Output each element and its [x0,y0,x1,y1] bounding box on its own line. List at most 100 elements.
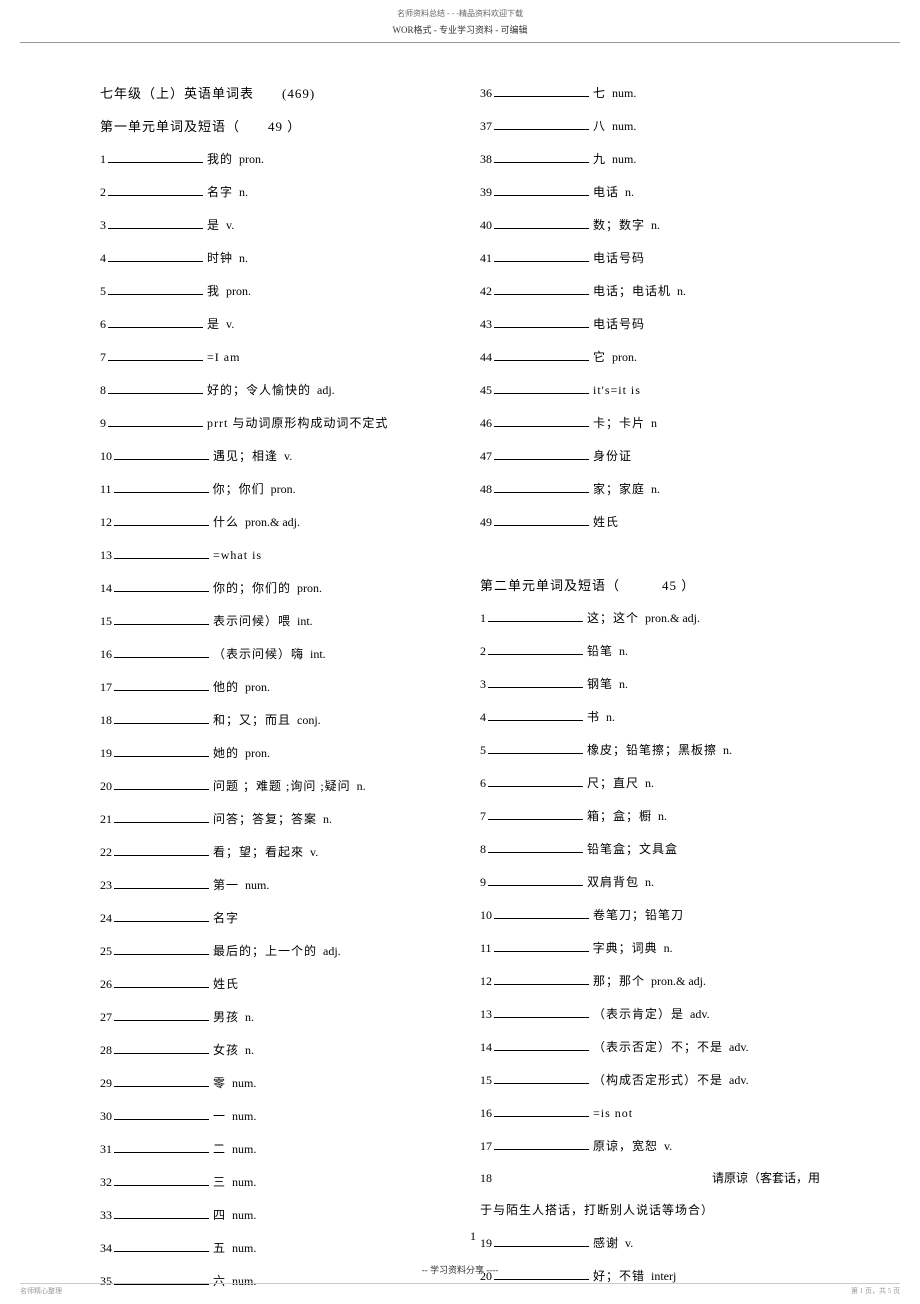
entry-pos: pron.& adj. [645,611,700,626]
vocab-entry: 12那；那个pron.& adj. [480,971,820,989]
entry-number: 17 [480,1139,492,1154]
blank-line [488,641,583,655]
vocab-entry: 33四num. [100,1205,440,1223]
entry-number: 1 [100,152,106,167]
entry-definition: 你的；你们的 [213,579,291,596]
entry-pos: pron. [245,680,270,695]
entry-pos: n. [651,482,660,497]
blank-line [494,380,589,394]
entry-definition: 遇见；相逢 [213,447,278,464]
entry-pos: int. [310,647,326,662]
unit2-header: 第二单元单词及短语（ 45 ） [480,575,820,594]
blank-line [114,545,209,559]
entry-number: 38 [480,152,492,167]
vocab-entry: 23第一num. [100,875,440,893]
blank-line [114,1205,209,1219]
entry-pos: v. [284,449,292,464]
entry-definition: 电话号码 [593,315,645,332]
entry-definition: 这；这个 [587,609,639,626]
entry-pos: adv. [729,1073,749,1088]
blank-line [494,1004,589,1018]
blank-line [108,149,203,163]
entry-pos: n. [606,710,615,725]
entry-definition: 最后的；上一个的 [213,942,317,959]
blank-line [488,707,583,721]
blank-line [494,215,589,229]
blank-line [114,446,209,460]
entry-number: 1 [480,611,486,626]
vocab-entry: 17他的pron. [100,677,440,695]
blank-line [114,809,209,823]
entry-number: 33 [100,1208,112,1223]
entry-number: 2 [100,185,106,200]
blank-line [494,1037,589,1051]
entry-pos: n. [645,875,654,890]
entry-number: 37 [480,119,492,134]
entry-number: 18 [480,1171,492,1186]
entry-definition: 看；望；看起來 [213,843,304,860]
entry-number: 13 [480,1007,492,1022]
entry-pos: pron. [297,581,322,596]
vocab-entry: 17原谅，宽恕v. [480,1136,820,1154]
vocab-entry: 18和；又；而且conj. [100,710,440,728]
vocab-entry: 13（表示肯定）是adv. [480,1004,820,1022]
entry-pos: adv. [729,1040,749,1055]
blank-line [114,743,209,757]
blank-line [108,413,203,427]
vocab-entry: 38九num. [480,149,820,167]
entry-definition: 尺；直尺 [587,774,639,791]
entry-number: 16 [100,647,112,662]
blank-line [494,1233,589,1247]
entry-pos: n. [619,644,628,659]
entry-pos: int. [297,614,313,629]
footer-divider [20,1283,900,1284]
entry-pos: n. [357,779,366,794]
entry-pos: pron. [271,482,296,497]
content-page-number: 1 [470,1229,476,1244]
vocab-entry: 15表示问候）喂int. [100,611,440,629]
blank-line [108,347,203,361]
entry-definition: 铅笔 [587,642,613,659]
entry-number: 6 [480,776,486,791]
vocab-entry: 1 这；这个 pron.& adj. [480,608,820,626]
blank-line [114,611,209,625]
entry-number: 9 [100,416,106,431]
vocab-entry: 11字典；词典n. [480,938,820,956]
entry-definition: 铅笔盒；文具盒 [587,840,678,857]
entry-number: 19 [100,746,112,761]
entry-definition: （表示肯定）是 [593,1005,684,1022]
entry-number: 4 [100,251,106,266]
entry-definition: 七 [593,84,606,101]
blank-line [494,314,589,328]
entry-number: 28 [100,1043,112,1058]
blank-line [114,941,209,955]
entry-definition: 我 [207,282,220,299]
entry-definition: （构成否定形式）不是 [593,1071,723,1088]
entry-definition: 二 [213,1140,226,1157]
entry-number: 46 [480,416,492,431]
entry-pos: pron. [612,350,637,365]
unit1-right-list: 36七num.37八num.38九num.39电话n.40数；数字n.41电话号… [480,83,820,530]
blank-line [488,608,583,622]
entry-definition: 卷笔刀；铅笔刀 [593,906,684,923]
entry-pos: v. [226,218,234,233]
blank-line [494,479,589,493]
vocab-entry: 45it's=it is [480,380,820,398]
entry-definition: 第一 [213,876,239,893]
entry-definition: （表示问候）嗨 [213,645,304,662]
entry-definition: 钢笔 [587,675,613,692]
entry-pos: v. [226,317,234,332]
entry-number: 11 [480,941,492,956]
entry-number: 4 [480,710,486,725]
entry-number: 26 [100,977,112,992]
entry-definition: 和；又；而且 [213,711,291,728]
content-columns: 七年级（上）英语单词表 (469) 第一单元单词及短语（ 49 ） 1我的pro… [0,83,920,1304]
unit1-header: 第一单元单词及短语（ 49 ） [100,116,440,135]
blank-line [494,905,589,919]
vocab-entry: 9prrt 与动词原形构成动词不定式 [100,413,440,431]
entry-definition: 四 [213,1206,226,1223]
entry-pos: adj. [317,383,335,398]
blank-line [114,842,209,856]
entry-number: 5 [480,743,486,758]
blank-line [108,248,203,262]
